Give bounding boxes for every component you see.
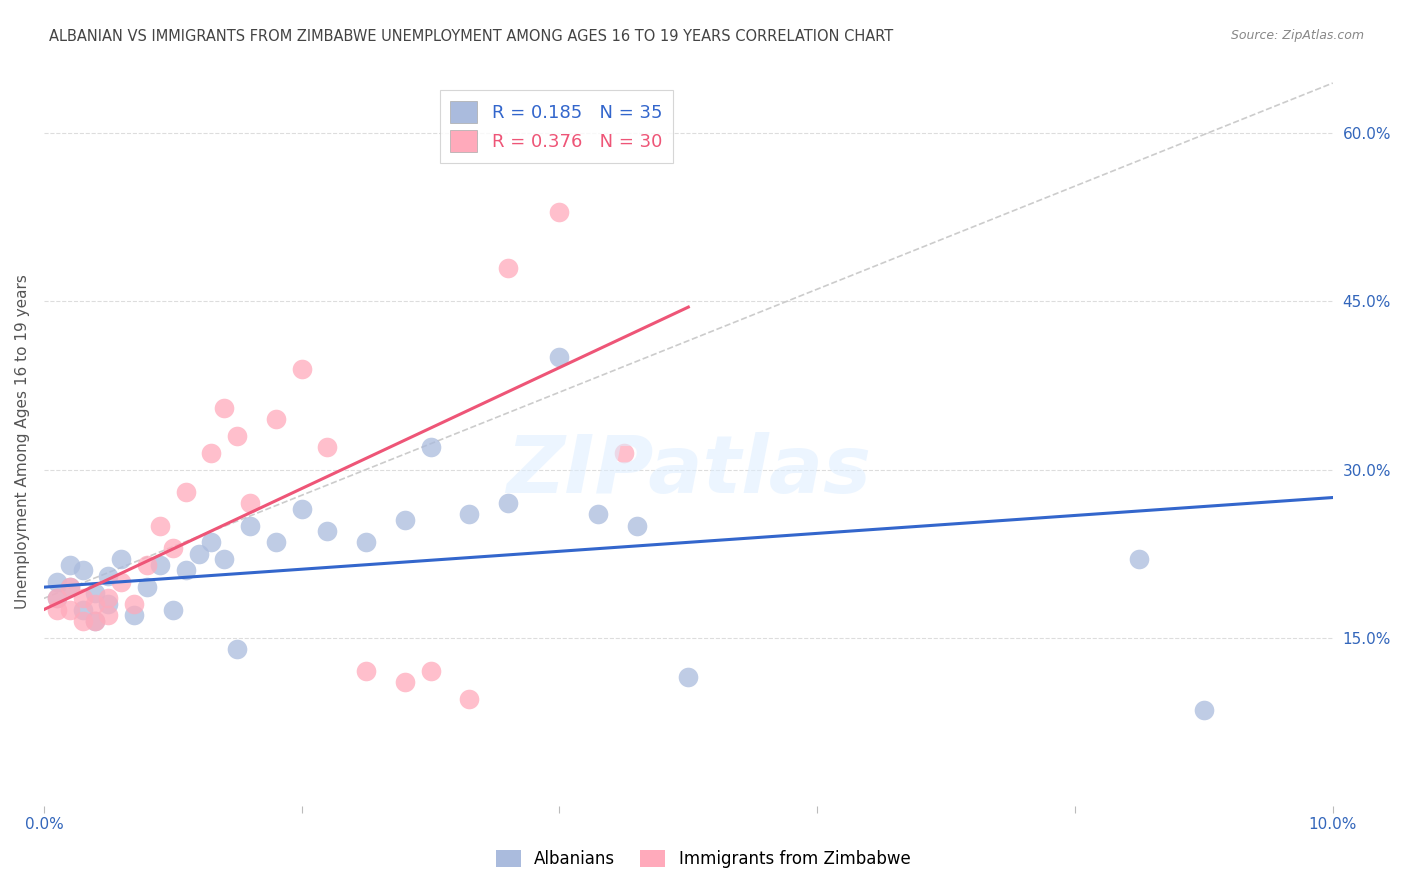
- Point: [458, 692, 481, 706]
- Point: [548, 205, 571, 219]
- Point: [97, 591, 120, 606]
- Point: [59, 580, 82, 594]
- Point: [110, 574, 132, 589]
- Point: [45, 574, 67, 589]
- Text: ZIPatlas: ZIPatlas: [506, 432, 870, 509]
- Point: [226, 429, 249, 443]
- Point: [149, 518, 172, 533]
- Point: [45, 591, 67, 606]
- Point: [187, 547, 209, 561]
- Point: [394, 513, 416, 527]
- Point: [394, 675, 416, 690]
- Point: [354, 535, 377, 549]
- Point: [45, 602, 67, 616]
- Point: [1192, 703, 1215, 717]
- Point: [354, 664, 377, 678]
- Point: [122, 608, 145, 623]
- Point: [419, 664, 441, 678]
- Point: [264, 412, 287, 426]
- Point: [59, 558, 82, 572]
- Point: [316, 524, 339, 538]
- Point: [291, 501, 314, 516]
- Point: [59, 602, 82, 616]
- Point: [496, 496, 519, 510]
- Point: [174, 563, 197, 577]
- Point: [72, 614, 94, 628]
- Point: [97, 608, 120, 623]
- Point: [122, 597, 145, 611]
- Point: [84, 586, 107, 600]
- Point: [200, 446, 222, 460]
- Point: [200, 535, 222, 549]
- Point: [136, 558, 159, 572]
- Point: [586, 508, 609, 522]
- Point: [226, 641, 249, 656]
- Point: [174, 484, 197, 499]
- Point: [214, 401, 236, 415]
- Point: [239, 518, 262, 533]
- Point: [72, 591, 94, 606]
- Point: [214, 552, 236, 566]
- Point: [45, 591, 67, 606]
- Point: [97, 597, 120, 611]
- Point: [291, 361, 314, 376]
- Point: [162, 602, 184, 616]
- Point: [264, 535, 287, 549]
- Point: [678, 670, 700, 684]
- Point: [110, 552, 132, 566]
- Point: [419, 440, 441, 454]
- Point: [84, 614, 107, 628]
- Legend: R = 0.185   N = 35, R = 0.376   N = 30: R = 0.185 N = 35, R = 0.376 N = 30: [440, 90, 673, 163]
- Point: [84, 597, 107, 611]
- Point: [162, 541, 184, 555]
- Legend: Albanians, Immigrants from Zimbabwe: Albanians, Immigrants from Zimbabwe: [489, 843, 917, 875]
- Point: [72, 602, 94, 616]
- Point: [496, 260, 519, 275]
- Point: [613, 446, 636, 460]
- Point: [548, 351, 571, 365]
- Y-axis label: Unemployment Among Ages 16 to 19 years: Unemployment Among Ages 16 to 19 years: [15, 274, 30, 609]
- Point: [458, 508, 481, 522]
- Point: [626, 518, 648, 533]
- Point: [316, 440, 339, 454]
- Point: [136, 580, 159, 594]
- Text: ALBANIAN VS IMMIGRANTS FROM ZIMBABWE UNEMPLOYMENT AMONG AGES 16 TO 19 YEARS CORR: ALBANIAN VS IMMIGRANTS FROM ZIMBABWE UNE…: [49, 29, 893, 44]
- Point: [1128, 552, 1150, 566]
- Point: [239, 496, 262, 510]
- Point: [59, 580, 82, 594]
- Text: Source: ZipAtlas.com: Source: ZipAtlas.com: [1230, 29, 1364, 42]
- Point: [72, 563, 94, 577]
- Point: [149, 558, 172, 572]
- Point: [84, 614, 107, 628]
- Point: [97, 569, 120, 583]
